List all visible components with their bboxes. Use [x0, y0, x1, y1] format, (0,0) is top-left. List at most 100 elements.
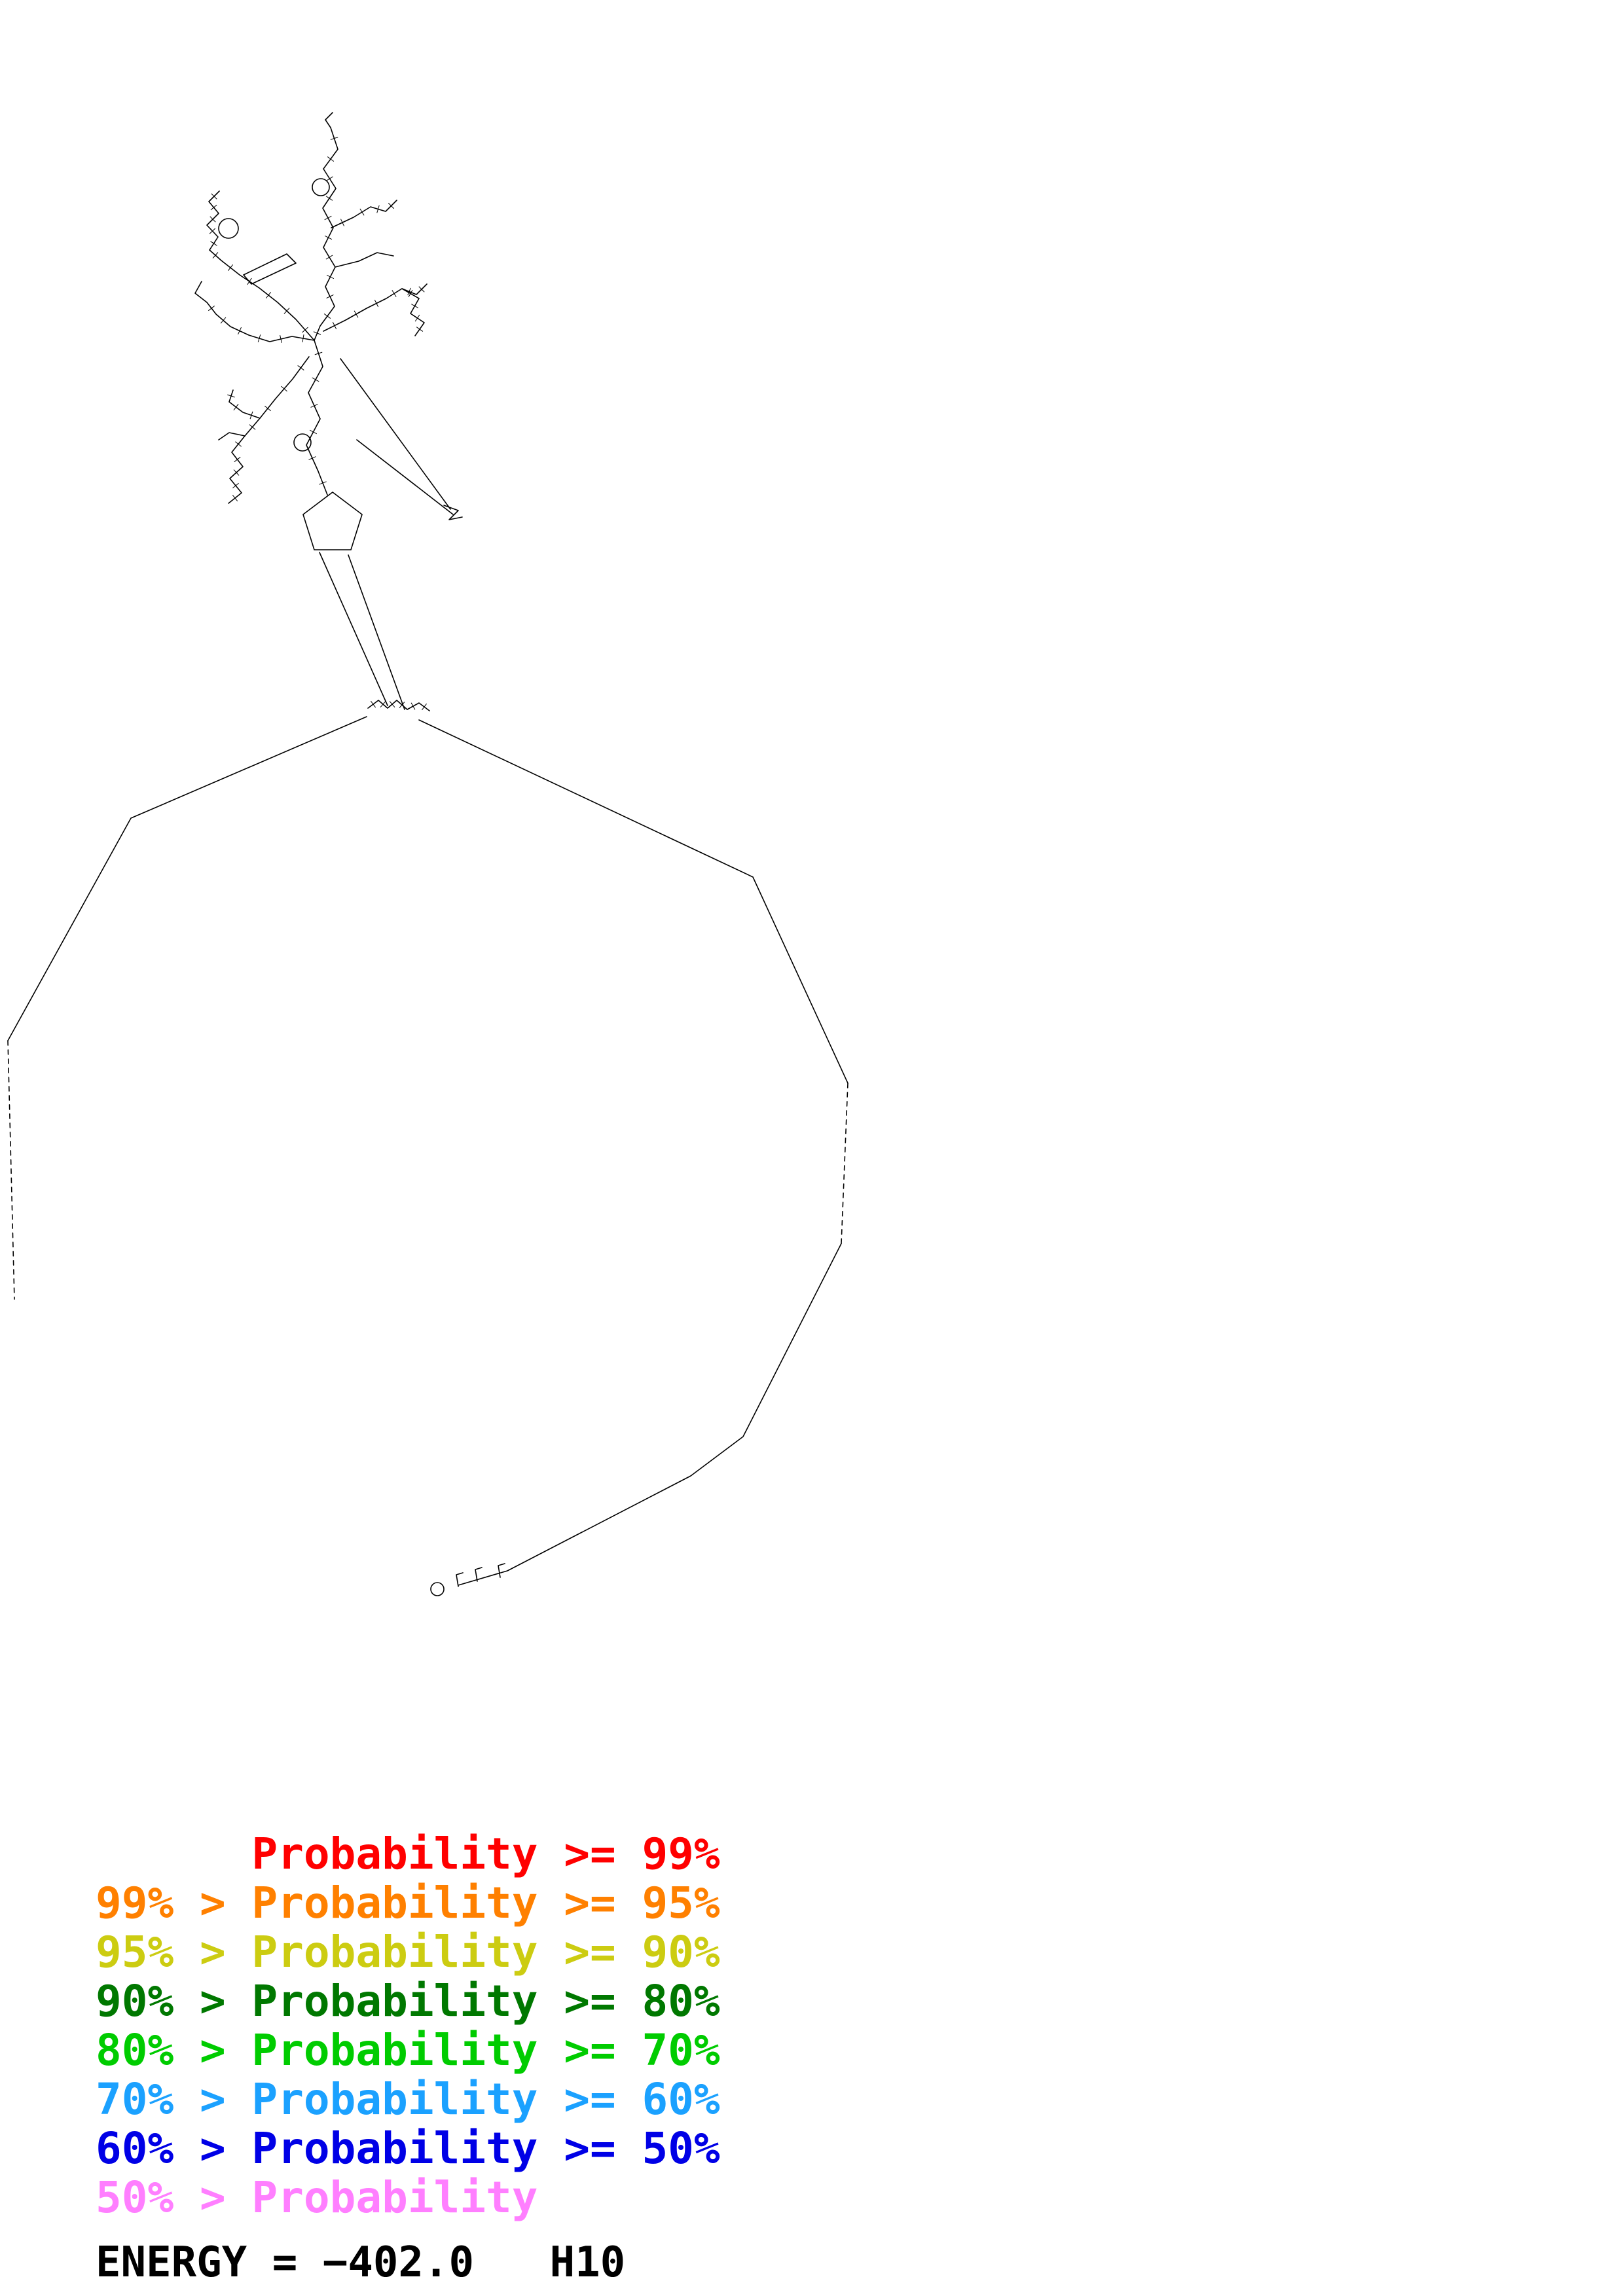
base-pair-tick	[332, 321, 337, 330]
structure-strand	[401, 288, 425, 336]
base-pair-tick	[388, 202, 395, 209]
base-pair-tick	[359, 208, 365, 216]
base-pair-tick	[234, 456, 241, 463]
base-pair-tick	[326, 295, 334, 298]
base-pair-tick	[392, 290, 397, 297]
base-pair-tick	[319, 481, 327, 485]
base-pair-tick	[325, 255, 333, 260]
base-pair-tick	[212, 252, 219, 259]
structure-strand	[7, 1040, 15, 1300]
base-pair-tick	[264, 405, 271, 412]
legend-entry: 70% > Probability >= 60%	[96, 2074, 720, 2125]
structure-strand	[206, 302, 315, 342]
base-pair-tick	[233, 403, 239, 411]
base-pair-tick	[211, 193, 217, 200]
base-pair-tick	[325, 196, 333, 201]
structure-loop-circle	[218, 218, 239, 239]
structure-strand	[456, 1572, 464, 1587]
structure-strand	[325, 112, 333, 128]
structure-loop-circle	[430, 1582, 445, 1596]
base-pair-tick	[330, 137, 338, 140]
structure-loop-circle	[312, 178, 330, 196]
structure-strand	[323, 283, 428, 332]
structure-strand	[194, 281, 208, 303]
base-pair-tick	[249, 424, 256, 430]
base-pair-tick	[408, 290, 413, 297]
structure-strand	[348, 554, 405, 710]
base-pair-tick	[283, 308, 290, 314]
legend-entry: 80% > Probability >= 70%	[96, 2025, 720, 2075]
base-pair-tick	[302, 334, 304, 342]
base-pair-tick	[238, 327, 242, 335]
structure-strand	[209, 249, 315, 341]
structure-strand	[418, 719, 848, 1084]
structure-strand	[319, 552, 388, 706]
structure-loop-polygon	[302, 491, 363, 550]
structure-strand	[841, 1083, 848, 1244]
structure-strand	[331, 200, 397, 228]
base-pair-tick	[376, 205, 380, 213]
base-pair-tick	[410, 702, 416, 710]
base-pair-tick	[209, 228, 216, 234]
base-pair-tick	[310, 404, 318, 408]
base-pair-tick	[326, 176, 333, 181]
base-pair-tick	[340, 219, 345, 226]
structure-strand	[458, 1243, 842, 1586]
base-pair-tick	[312, 377, 319, 382]
structure-strand	[498, 1563, 505, 1578]
base-pair-tick	[232, 495, 238, 501]
structure-strand	[243, 253, 297, 285]
base-pair-tick	[280, 335, 282, 343]
base-pair-tick	[326, 274, 335, 279]
base-pair-tick	[416, 327, 424, 332]
base-pair-tick	[210, 216, 216, 223]
base-pair-tick	[302, 327, 308, 333]
base-pair-tick	[281, 386, 287, 392]
base-pair-tick	[233, 469, 240, 476]
structure-strand	[314, 127, 338, 341]
structure-strand	[7, 716, 367, 1041]
base-pair-tick	[313, 331, 321, 335]
base-pair-tick	[297, 365, 304, 370]
base-pair-tick	[407, 287, 411, 296]
base-pair-tick	[371, 700, 376, 708]
structure-loop-circle	[293, 433, 312, 452]
structure-strand	[340, 358, 451, 510]
base-pair-tick	[314, 351, 323, 355]
structure-strand	[475, 1567, 483, 1582]
structure-strand	[228, 389, 261, 419]
base-pair-tick	[208, 305, 215, 312]
base-pair-tick	[399, 702, 405, 708]
base-pair-tick	[374, 299, 379, 308]
base-pair-tick	[324, 215, 332, 221]
structure-strand	[356, 439, 454, 515]
probability-legend: Probability >= 99% 99% > Probability >= 9…	[96, 1829, 720, 2222]
structure-strand	[367, 700, 430, 711]
structure-strand	[218, 432, 246, 440]
base-pair-tick	[422, 703, 427, 711]
base-pair-tick	[389, 701, 395, 708]
base-pair-tick	[265, 291, 272, 299]
base-pair-tick	[210, 241, 217, 246]
legend-entry: 90% > Probability >= 80%	[96, 1976, 720, 2026]
base-pair-tick	[418, 286, 425, 293]
base-pair-tick	[327, 156, 335, 162]
legend-entry: 60% > Probability >= 50%	[96, 2123, 720, 2174]
base-pair-tick	[232, 482, 239, 489]
base-pair-tick	[323, 314, 331, 319]
base-pair-tick	[308, 456, 316, 460]
legend-entry: 99% > Probability >= 95%	[96, 1878, 720, 1928]
base-pair-tick	[227, 264, 234, 272]
structure-strand	[306, 340, 328, 495]
base-pair-tick	[220, 317, 227, 324]
base-pair-tick	[235, 441, 242, 447]
base-pair-tick	[414, 314, 420, 322]
structure-strand	[228, 356, 310, 504]
base-pair-tick	[227, 394, 235, 398]
base-pair-tick	[309, 429, 318, 435]
base-pair-tick	[210, 204, 217, 211]
base-pair-tick	[257, 334, 261, 342]
energy-label: ENERGY = −402.0 H10	[96, 2238, 626, 2287]
